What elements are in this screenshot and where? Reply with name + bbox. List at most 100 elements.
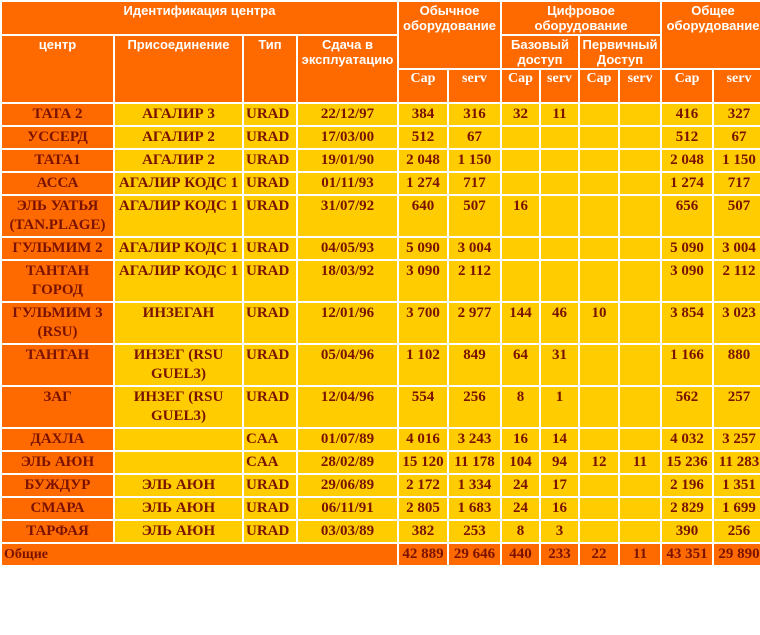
commissioning-date-cell: 28/02/89 — [298, 452, 397, 473]
totals-row: Общие 42 889 29 646 440 233 22 11 43 351… — [2, 544, 760, 565]
connection-cell: ЭЛЬ АЮН — [115, 498, 242, 519]
equipment-type-cell: URAD — [244, 345, 296, 385]
basic-cap-cell — [502, 238, 539, 259]
header-digital-equipment: Цифровое оборудование — [502, 2, 661, 34]
primary-serv-cell — [620, 150, 661, 171]
primary-cap-cell — [580, 387, 618, 427]
table-row: ТАТА1 АГАЛИР 2 URAD 19/01/90 2 048 1 150 2 048… — [2, 150, 760, 171]
connection-cell: АГАЛИР 2 — [115, 127, 242, 148]
basic-serv-cell: 3 — [541, 521, 578, 542]
connection-cell: ЭЛЬ АЮН — [115, 475, 242, 496]
primary-serv-cell — [620, 498, 661, 519]
center-name-cell: ЭЛЬ АЮН — [2, 452, 113, 473]
totals-label: Общие — [2, 544, 397, 565]
connection-cell: АГАЛИР КОДС 1 — [115, 238, 242, 259]
total-serv-cell: 3 023 — [714, 303, 760, 343]
basic-serv-cell — [541, 127, 578, 148]
primary-cap-cell: 12 — [580, 452, 618, 473]
basic-serv-cell: 17 — [541, 475, 578, 496]
connection-cell: ЭЛЬ АЮН — [115, 521, 242, 542]
primary-cap-cell — [580, 150, 618, 171]
total-cap-cell: 1 274 — [662, 173, 713, 194]
basic-serv-cell: 14 — [541, 429, 578, 450]
center-name-cell: ТАТА1 — [2, 150, 113, 171]
commissioning-date-cell: 12/01/96 — [298, 303, 397, 343]
ordinary-serv-cell: 3 004 — [449, 238, 500, 259]
equipment-type-cell: URAD — [244, 196, 296, 236]
primary-serv-cell — [620, 261, 661, 301]
ordinary-serv-cell: 717 — [449, 173, 500, 194]
basic-cap-cell: 16 — [502, 429, 539, 450]
primary-serv-cell — [620, 173, 661, 194]
ordinary-cap-cell: 1 274 — [399, 173, 447, 194]
header-ordinary-equipment: Обычное оборудование — [399, 2, 500, 68]
total-total-serv: 29 890 — [714, 544, 760, 565]
primary-cap-cell — [580, 127, 618, 148]
ordinary-serv-cell: 256 — [449, 387, 500, 427]
total-basic-serv: 233 — [541, 544, 578, 565]
table-row: ТАНТАН ИНЗЕГ (RSU GUEL3) URAD 05/04/96 1 102… — [2, 345, 760, 385]
ordinary-cap-cell: 382 — [399, 521, 447, 542]
ordinary-cap-cell: 1 102 — [399, 345, 447, 385]
ordinary-serv-cell: 11 178 — [449, 452, 500, 473]
total-cap-cell: 2 196 — [662, 475, 713, 496]
equipment-type-cell: URAD — [244, 498, 296, 519]
total-serv-cell: 327 — [714, 104, 760, 125]
total-cap-cell: 562 — [662, 387, 713, 427]
basic-serv-cell — [541, 150, 578, 171]
table-row: ЭЛЬ УАТЬЯ (TAN.PLAGE) АГАЛИР КОДС 1 URAD 31… — [2, 196, 760, 236]
connection-cell: АГАЛИР 3 — [115, 104, 242, 125]
equipment-type-cell: URAD — [244, 104, 296, 125]
basic-cap-cell: 64 — [502, 345, 539, 385]
table-row: ТАТА 2 АГАЛИР 3 URAD 22/12/97 384 316 32 11 416 3… — [2, 104, 760, 125]
header-basic-access: Базовый доступ — [502, 36, 578, 68]
basic-cap-cell: 8 — [502, 521, 539, 542]
basic-serv-cell — [541, 261, 578, 301]
center-name-cell: ГУЛЬМИМ 3 (RSU) — [2, 303, 113, 343]
total-cap-cell: 1 166 — [662, 345, 713, 385]
table-row: ТАРФАЯ ЭЛЬ АЮН URAD 03/03/89 382 253 8 3 390 256 — [2, 521, 760, 542]
total-cap-cell: 5 090 — [662, 238, 713, 259]
primary-serv-cell — [620, 475, 661, 496]
ordinary-serv-cell: 2 977 — [449, 303, 500, 343]
table-row: УССЕРД АГАЛИР 2 URAD 17/03/00 512 67 512 67 — [2, 127, 760, 148]
basic-serv-cell: 1 — [541, 387, 578, 427]
ordinary-cap-cell: 3 700 — [399, 303, 447, 343]
center-name-cell: ЭЛЬ УАТЬЯ (TAN.PLAGE) — [2, 196, 113, 236]
commissioning-date-cell: 05/04/96 — [298, 345, 397, 385]
connection-cell: ИНЗЕГ (RSU GUEL3) — [115, 387, 242, 427]
primary-cap-cell: 10 — [580, 303, 618, 343]
table-row: ГУЛЬМИМ 2 АГАЛИР КОДС 1 URAD 04/05/93 5 090 3… — [2, 238, 760, 259]
commissioning-date-cell: 01/11/93 — [298, 173, 397, 194]
commissioning-date-cell: 03/03/89 — [298, 521, 397, 542]
header-primary-access: Первичный Доступ — [580, 36, 661, 68]
connection-cell: АГАЛИР КОДС 1 — [115, 261, 242, 301]
primary-serv-cell: 11 — [620, 452, 661, 473]
total-cap-cell: 2 829 — [662, 498, 713, 519]
total-cap-cell: 3 854 — [662, 303, 713, 343]
ordinary-cap-cell: 2 048 — [399, 150, 447, 171]
primary-serv-cell — [620, 387, 661, 427]
table-row: ЭЛЬ АЮН CAA 28/02/89 15 120 11 178 104 94 12 11 1… — [2, 452, 760, 473]
center-name-cell: ТАНТАН ГОРОД — [2, 261, 113, 301]
center-name-cell: ЗАГ — [2, 387, 113, 427]
ordinary-serv-cell: 1 334 — [449, 475, 500, 496]
total-total-cap: 43 351 — [662, 544, 713, 565]
basic-cap-cell: 16 — [502, 196, 539, 236]
total-serv-cell: 11 283 — [714, 452, 760, 473]
equipment-type-cell: URAD — [244, 127, 296, 148]
basic-serv-cell: 94 — [541, 452, 578, 473]
primary-cap-cell — [580, 173, 618, 194]
center-name-cell: ГУЛЬМИМ 2 — [2, 238, 113, 259]
connection-cell: ИНЗЕГ (RSU GUEL3) — [115, 345, 242, 385]
header-type: Тип — [244, 36, 296, 102]
equipment-type-cell: URAD — [244, 238, 296, 259]
total-ordinary-cap: 42 889 — [399, 544, 447, 565]
connection-cell — [115, 452, 242, 473]
commissioning-date-cell: 01/07/89 — [298, 429, 397, 450]
total-cap-cell: 656 — [662, 196, 713, 236]
ordinary-serv-cell: 2 112 — [449, 261, 500, 301]
equipment-type-cell: URAD — [244, 521, 296, 542]
primary-serv-cell — [620, 429, 661, 450]
center-equipment-table: Идентификация центра Обычное оборудовани… — [0, 0, 760, 567]
